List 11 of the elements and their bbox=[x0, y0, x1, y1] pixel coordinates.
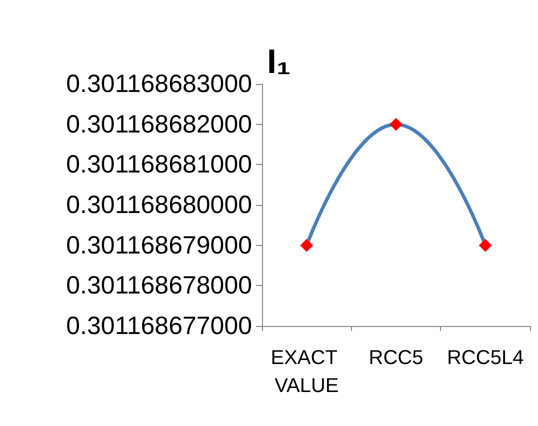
x-tick-label: EXACT VALUE bbox=[270, 347, 343, 397]
x-tick-label: RCC5L4 bbox=[446, 347, 524, 369]
y-tick-label: 0.301168682000 bbox=[66, 110, 252, 138]
y-tick-label: 0.301168683000 bbox=[66, 70, 252, 98]
x-tick-label: RCC5 bbox=[368, 347, 424, 369]
y-tick-label: 0.301168677000 bbox=[66, 312, 252, 340]
chart-title: I₁ bbox=[267, 43, 291, 81]
y-tick-label: 0.301168680000 bbox=[66, 191, 252, 219]
y-tick-label: 0.301168679000 bbox=[66, 231, 252, 260]
y-tick-label: 0.301168678000 bbox=[66, 272, 252, 300]
y-tick-label: 0.301168681000 bbox=[66, 150, 252, 179]
